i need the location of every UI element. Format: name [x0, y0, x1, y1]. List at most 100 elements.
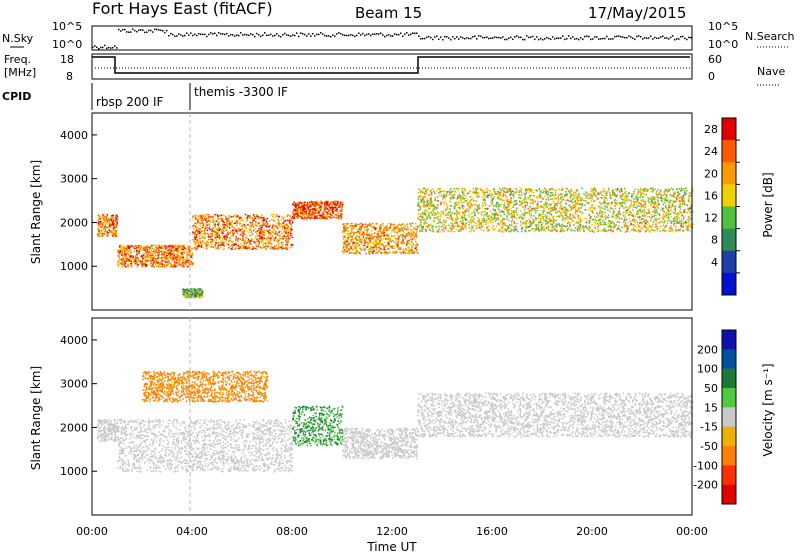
power-cell	[379, 243, 381, 245]
power-cell	[176, 259, 178, 261]
power-cell	[400, 242, 402, 244]
power-cell	[186, 257, 188, 259]
power-cell	[374, 236, 376, 238]
power-cell	[155, 249, 157, 251]
power-cell	[477, 194, 479, 196]
power-cell	[399, 251, 401, 253]
power-cell	[183, 252, 185, 254]
power-cell	[374, 240, 376, 242]
nsky-point	[240, 32, 242, 34]
power-cell	[331, 210, 333, 212]
power-cell	[180, 250, 182, 252]
power-cell	[630, 200, 632, 202]
power-cell	[684, 192, 686, 194]
power-cell	[552, 217, 554, 219]
power-cell	[101, 225, 103, 227]
power-cell	[282, 227, 284, 229]
power-cell	[654, 211, 656, 213]
power-cell	[138, 253, 140, 255]
power-cell	[357, 232, 359, 234]
power-cell	[233, 216, 235, 218]
power-cell	[308, 216, 310, 218]
power-cell	[237, 240, 239, 242]
power-cell	[284, 227, 286, 229]
nsky-point	[326, 35, 328, 37]
power-cell	[210, 246, 212, 248]
nsky-point	[480, 36, 482, 38]
power-cell	[342, 242, 344, 244]
power-cell	[390, 240, 392, 242]
power-cell	[580, 207, 582, 209]
power-cell	[369, 239, 371, 241]
power-cell	[562, 226, 564, 228]
nsky-point	[208, 34, 210, 36]
power-cell	[355, 225, 357, 227]
power-cell	[526, 188, 528, 190]
power-cell	[334, 207, 336, 209]
power-cell	[232, 236, 234, 238]
nsky-point	[254, 36, 256, 38]
nsky-point	[534, 39, 536, 41]
power-cell	[508, 231, 510, 233]
power-cell	[686, 212, 688, 214]
power-cell	[116, 224, 118, 226]
power-cell	[249, 235, 251, 237]
power-cell	[572, 207, 574, 209]
power-cell	[199, 235, 201, 237]
power-cell	[123, 262, 125, 264]
power-cell	[154, 253, 156, 255]
power-cell	[257, 218, 259, 220]
power-cell	[213, 222, 215, 224]
nsky-point	[108, 47, 110, 49]
power-cell	[120, 260, 122, 262]
power-cell	[367, 246, 369, 248]
nsky-point	[148, 30, 150, 32]
power-cell	[287, 215, 289, 217]
power-cell	[365, 227, 367, 229]
nsky-point	[360, 34, 362, 36]
power-cell	[125, 259, 127, 261]
power-cell	[640, 230, 642, 232]
power-cell	[367, 227, 369, 229]
power-cell	[177, 247, 179, 249]
power-cell	[192, 264, 194, 266]
power-cell	[201, 246, 203, 248]
power-cell	[443, 229, 445, 231]
power-cell	[519, 204, 521, 206]
power-cell	[284, 217, 286, 219]
power-cell	[274, 233, 276, 235]
nsky-point	[308, 33, 310, 35]
power-cell	[149, 260, 151, 262]
power-cell	[136, 247, 138, 249]
nsky-point	[300, 32, 302, 34]
power-cell	[240, 218, 242, 220]
power-cell	[433, 231, 435, 233]
power-cell	[193, 216, 195, 218]
power-cell	[325, 218, 327, 220]
power-cell	[253, 230, 255, 232]
power-cell	[312, 208, 314, 210]
power-cell	[247, 235, 249, 237]
power-cell	[361, 240, 363, 242]
power-cell	[287, 240, 289, 242]
nsky-point	[224, 34, 226, 36]
power-cell	[212, 216, 214, 218]
nsky-point	[504, 39, 506, 41]
power-cell	[462, 220, 464, 222]
power-cell	[190, 250, 192, 252]
power-cell	[656, 209, 658, 211]
power-cell	[155, 245, 157, 247]
power-cell	[318, 212, 320, 214]
power-cell	[314, 204, 316, 206]
power-cell	[256, 246, 258, 248]
power-cell	[340, 206, 342, 208]
power-cell	[232, 246, 234, 248]
power-cell	[213, 219, 215, 221]
nsky-point	[544, 38, 546, 40]
power-cell	[249, 217, 251, 219]
power-cell	[395, 232, 397, 234]
power-cell	[540, 201, 542, 203]
power-cell	[175, 256, 177, 258]
nsky-point	[466, 37, 468, 39]
power-cell	[223, 227, 225, 229]
